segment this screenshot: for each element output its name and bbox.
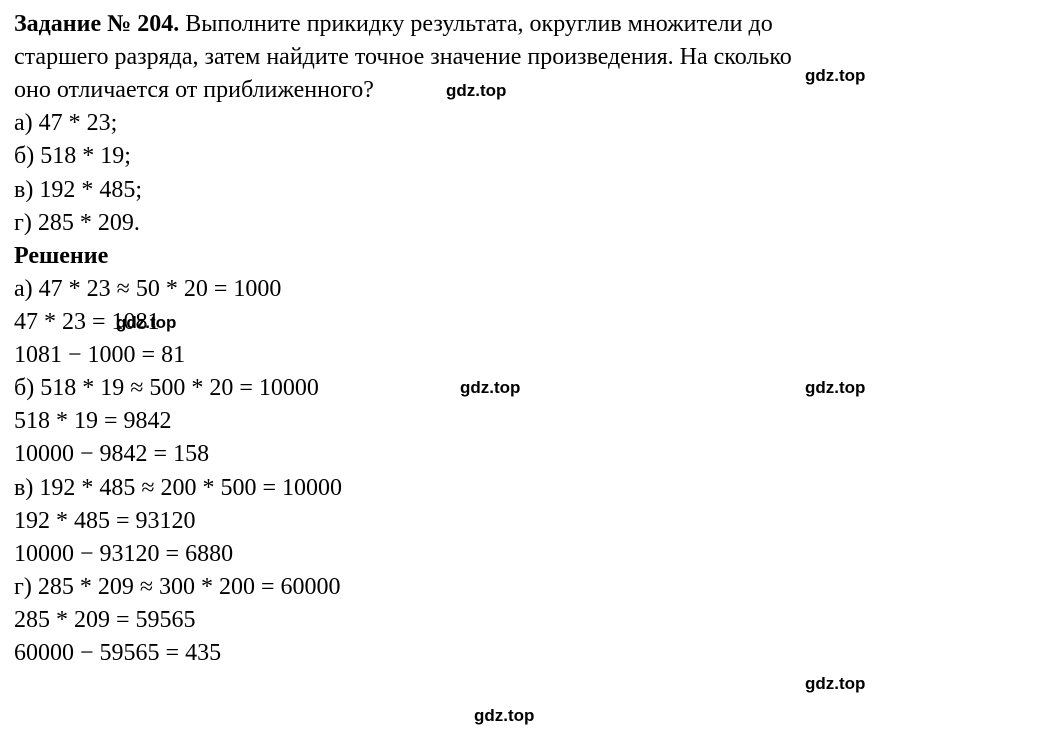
task-item-v: в) 192 * 485; (14, 174, 1047, 207)
task-line-2: старшего разряда, затем найдите точное з… (14, 41, 1047, 74)
solution-a1: а) 47 * 23 ≈ 50 * 20 = 1000 (14, 273, 1047, 306)
task-line-1: Задание № 204. Выполните прикидку резуль… (14, 8, 1047, 41)
solution-b1: б) 518 * 19 ≈ 500 * 20 = 10000 (14, 372, 1047, 405)
solution-v3: 10000 − 93120 = 6880 (14, 538, 1047, 571)
page-root: Задание № 204. Выполните прикидку резуль… (0, 0, 1061, 670)
watermark-text: gdz.top (474, 704, 534, 727)
solution-g3: 60000 − 59565 = 435 (14, 637, 1047, 670)
solution-a2: 47 * 23 = 1081 (14, 306, 1047, 339)
solution-a3: 1081 − 1000 = 81 (14, 339, 1047, 372)
solution-v2: 192 * 485 = 93120 (14, 505, 1047, 538)
task-item-g: г) 285 * 209. (14, 207, 1047, 240)
task-label: Задание № 204. (14, 11, 179, 37)
solution-g2: 285 * 209 = 59565 (14, 604, 1047, 637)
watermark-text: gdz.top (805, 672, 865, 695)
task-item-b: б) 518 * 19; (14, 140, 1047, 173)
solution-b2: 518 * 19 = 9842 (14, 405, 1047, 438)
solution-b3: 10000 − 9842 = 158 (14, 438, 1047, 471)
task-line-3: оно отличается от приближенного? (14, 74, 1047, 107)
task-item-a: а) 47 * 23; (14, 107, 1047, 140)
solution-v1: в) 192 * 485 ≈ 200 * 500 = 10000 (14, 472, 1047, 505)
solution-label: Решение (14, 240, 1047, 273)
solution-g1: г) 285 * 209 ≈ 300 * 200 = 60000 (14, 571, 1047, 604)
task-statement-part1: Выполните прикидку результата, округлив … (179, 11, 772, 37)
